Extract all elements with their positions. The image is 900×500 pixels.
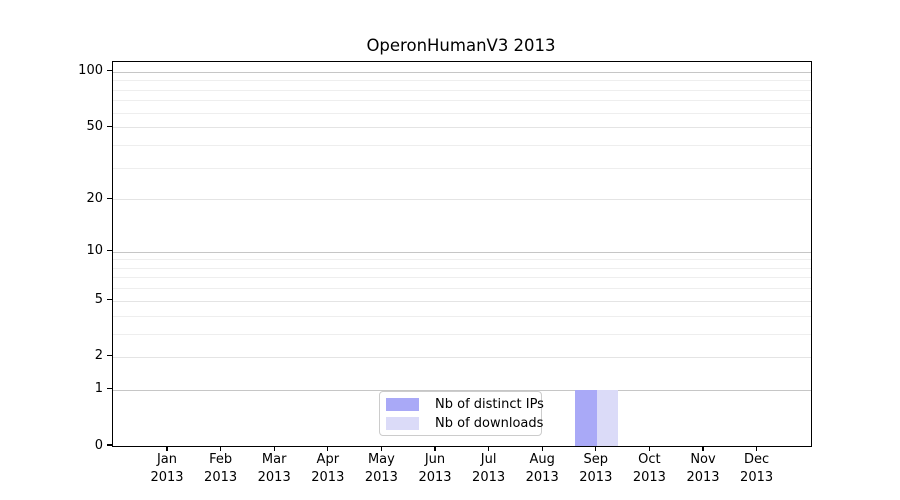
gridline-y-100 [113,71,811,73]
y-tick-label-5: 5 [94,292,103,308]
y-tick-label-0: 0 [94,437,103,453]
x-tick-label-5: Jun 2013 [418,452,452,485]
x-tick-label-4: May 2013 [364,452,398,485]
legend-row: Nb of distinct IPs [386,396,544,412]
gridline-y-50 [113,127,811,129]
y-tick-label-50: 50 [86,118,103,134]
x-tick-mark-7 [541,447,543,451]
gridline-y-8 [113,267,811,269]
y-tick-mark-20 [107,197,112,199]
x-tick-label-7: Aug 2013 [525,452,559,485]
gridline-y-70 [113,100,811,102]
x-tick-mark-10 [702,447,704,451]
gridline-y-30 [113,167,811,169]
gridline-y-20 [113,199,811,201]
x-tick-mark-3 [327,447,329,451]
y-tick-mark-50 [107,125,112,127]
y-tick-label-100: 100 [78,63,103,79]
legend-swatch-icon [386,416,419,430]
gridline-y-4 [113,315,811,317]
x-tick-mark-8 [595,447,597,451]
x-tick-label-9: Oct 2013 [632,452,666,485]
y-tick-label-2: 2 [94,348,103,364]
x-tick-label-8: Sep 2013 [579,452,613,485]
x-tick-label-0: Jan 2013 [150,452,184,485]
x-tick-mark-5 [434,447,436,451]
y-tick-label-10: 10 [86,243,103,259]
gridline-y-3 [113,333,811,335]
plot-area: Nb of distinct IPs Nb of downloads [112,61,812,447]
gridline-y-5 [113,300,811,302]
gridline-y-6 [113,288,811,290]
gridline-y-90 [113,80,811,82]
x-tick-mark-6 [488,447,490,451]
legend-label: Nb of distinct IPs [435,396,544,412]
y-tick-mark-2 [107,355,112,357]
legend: Nb of distinct IPs Nb of downloads [379,391,544,436]
y-tick-label-1: 1 [94,381,103,397]
y-tick-mark-5 [107,299,112,301]
x-tick-mark-1 [220,447,222,451]
y-tick-mark-1 [107,388,112,390]
x-tick-mark-9 [648,447,650,451]
y-tick-label-20: 20 [86,190,103,206]
gridline-y-2 [113,356,811,358]
gridline-y-10 [113,251,811,253]
x-tick-label-1: Feb 2013 [204,452,238,485]
x-tick-label-6: Jul 2013 [472,452,506,485]
bar-nb-of-distinct-ips-8 [575,389,597,446]
y-tick-mark-100 [107,70,112,72]
x-tick-mark-4 [380,447,382,451]
x-tick-mark-2 [273,447,275,451]
x-tick-label-2: Mar 2013 [257,452,291,485]
chart-title: OperonHumanV3 2013 [366,36,556,55]
bar-nb-of-downloads-8 [596,389,619,446]
legend-row: Nb of downloads [386,415,544,431]
gridline-y-60 [113,112,811,114]
x-tick-label-11: Dec 2013 [740,452,774,485]
gridline-y-9 [113,259,811,261]
x-tick-mark-11 [756,447,758,451]
y-tick-mark-10 [107,250,112,252]
x-tick-label-3: Apr 2013 [311,452,345,485]
legend-label: Nb of downloads [435,415,544,431]
y-tick-mark-0 [107,444,112,446]
gridline-y-7 [113,277,811,279]
gridline-y-80 [113,89,811,91]
gridline-y-40 [113,144,811,146]
gridline-y-1 [113,389,811,391]
x-tick-mark-0 [166,447,168,451]
legend-swatch-icon [386,397,419,411]
x-tick-label-10: Nov 2013 [686,452,720,485]
